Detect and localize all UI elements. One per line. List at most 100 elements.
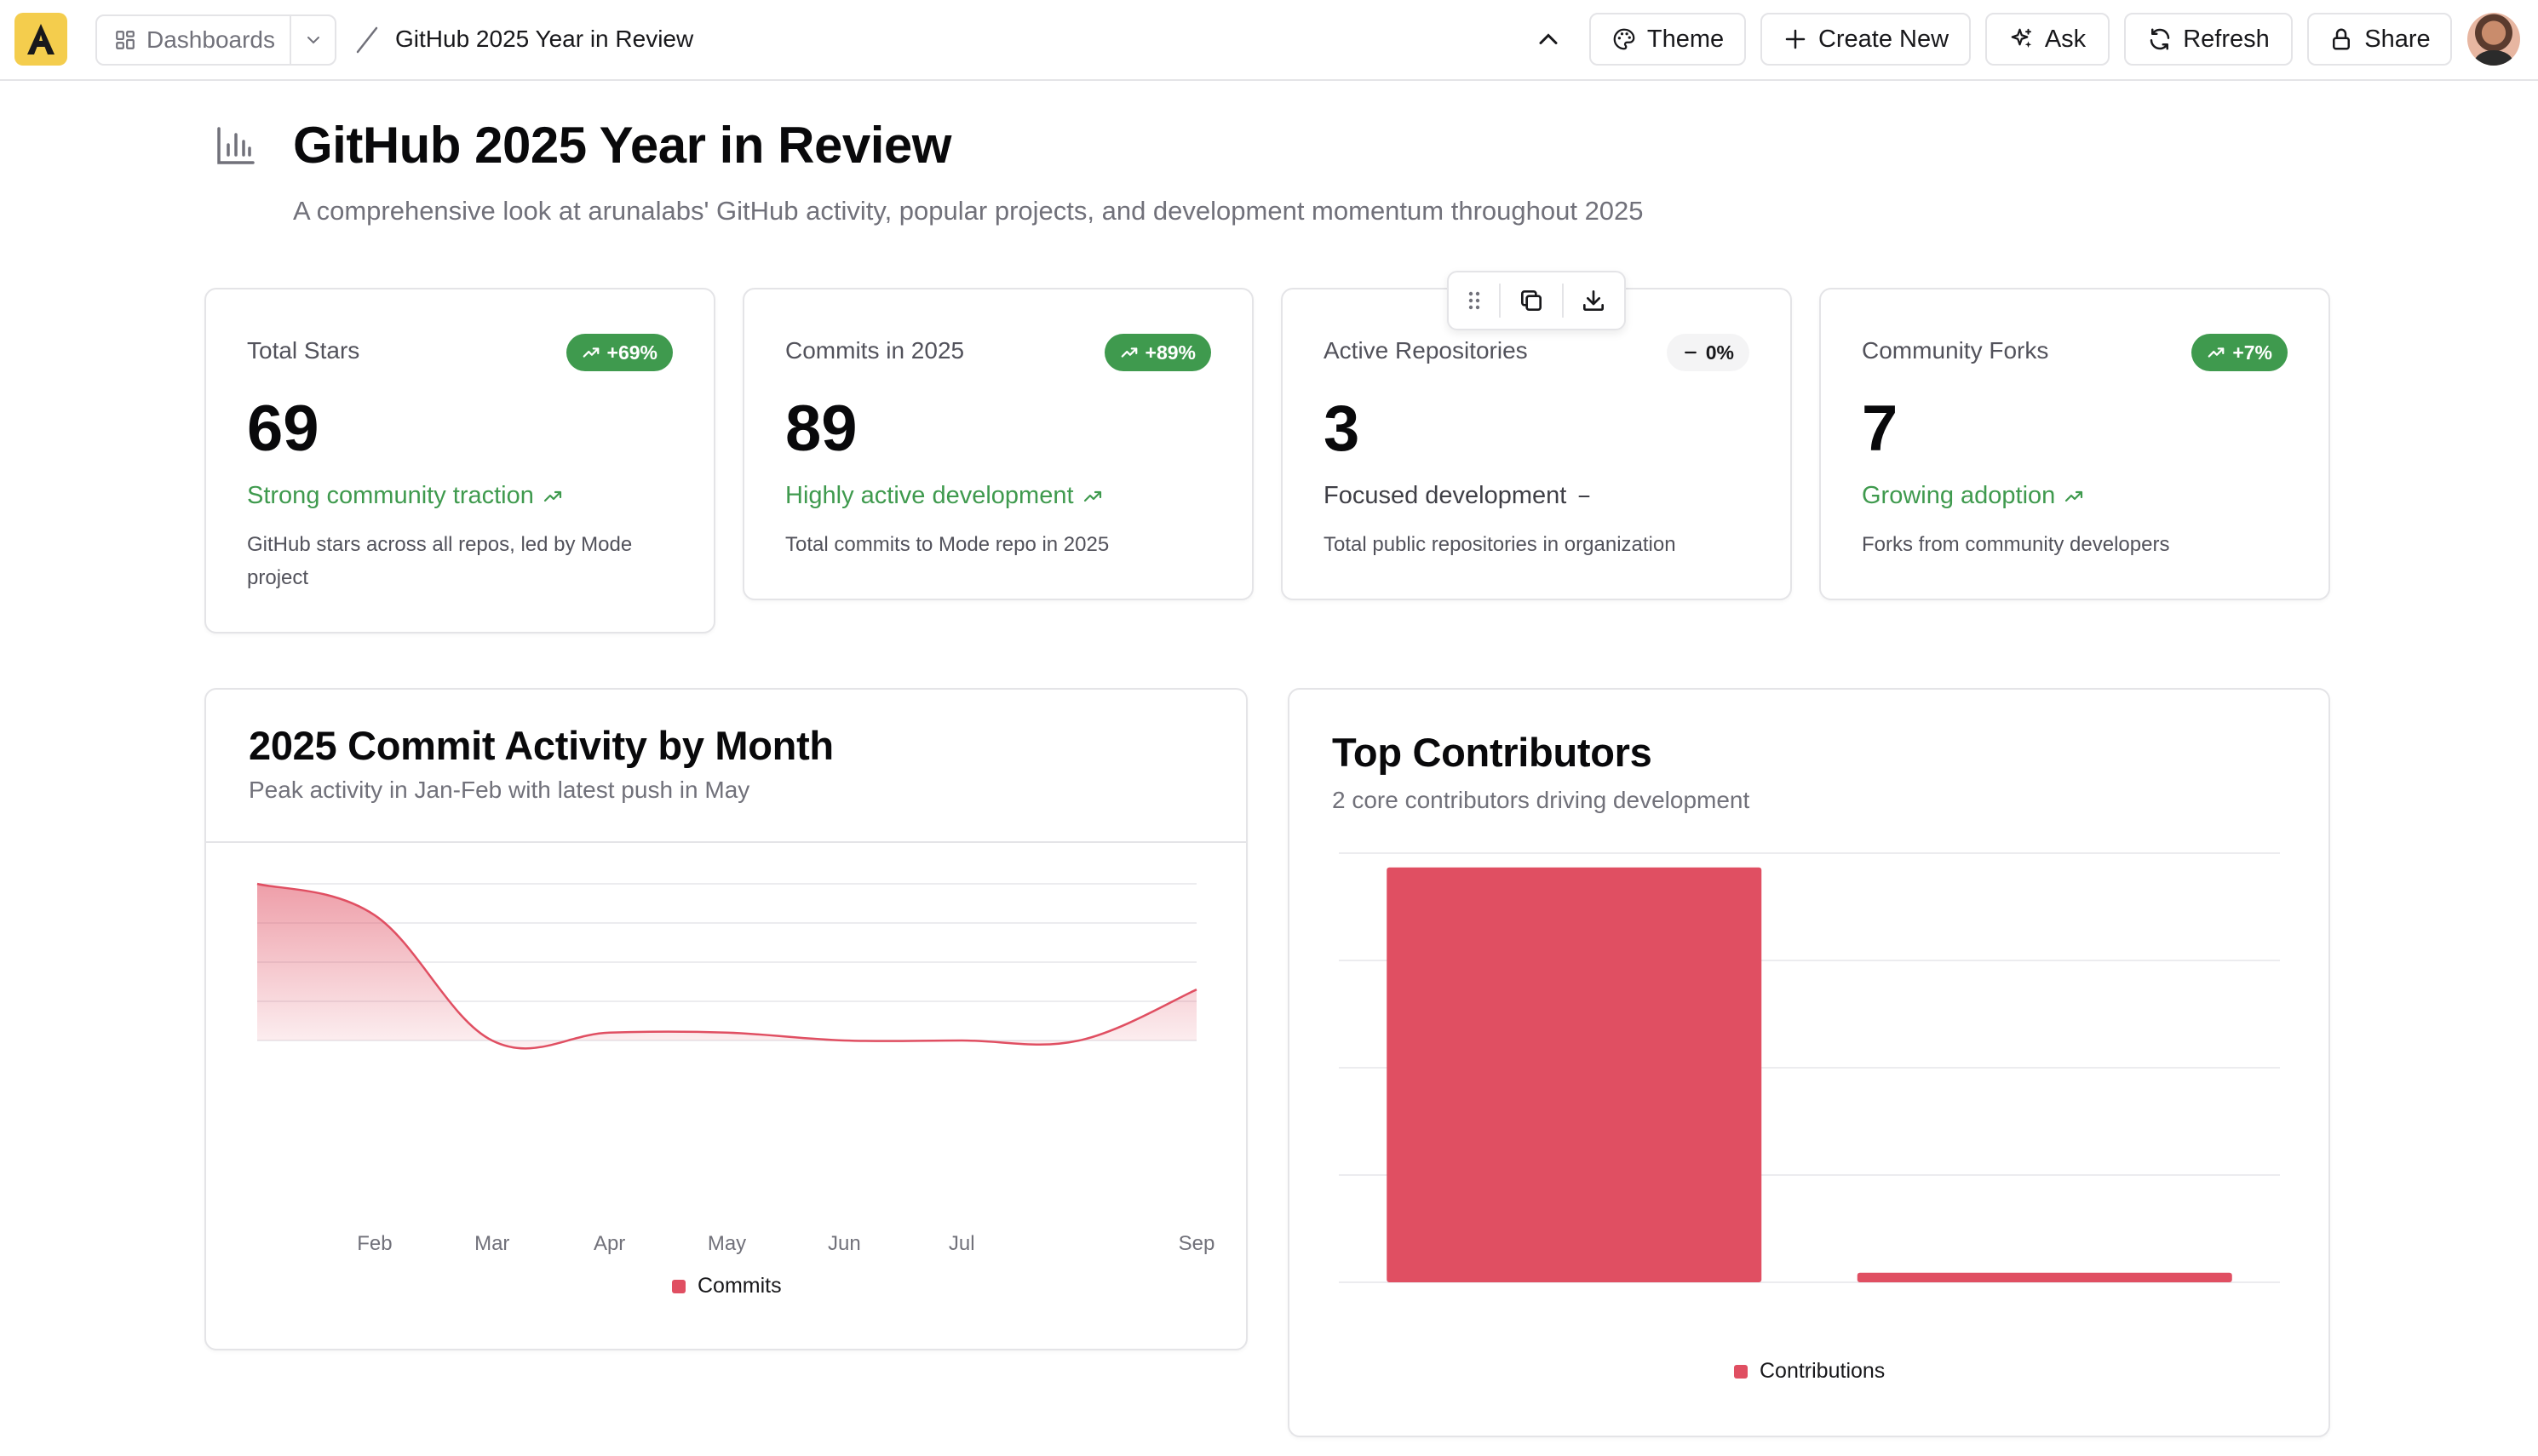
user-avatar[interactable] (2467, 13, 2520, 66)
trend-up-icon (583, 347, 599, 358)
commit-area-chart (256, 882, 1197, 1050)
lock-icon (2333, 28, 2351, 50)
legend-label: Commits (698, 1274, 782, 1298)
minus-icon (1684, 351, 1697, 354)
chart-subtitle: Peak activity in Jan-Feb with latest pus… (249, 777, 750, 803)
kpi-description: Forks from community developers (1862, 533, 2170, 556)
kpi-card-active-repos[interactable]: Active Repositories 0% 3 Focused develop… (1281, 288, 1792, 600)
commits-line (256, 882, 1197, 1050)
create-new-label: Create New (1817, 25, 1949, 53)
kpi-badge-text: +89% (1145, 341, 1196, 364)
x-tick-label: felix8 (1550, 1317, 1598, 1320)
x-tick-label: Feb (357, 1232, 393, 1255)
dashboards-button[interactable]: Dashboards (97, 16, 291, 64)
contributors-bar-chart: felix8 arunalab (1339, 852, 2280, 1320)
kpi-trend-text: Strong community traction (247, 482, 534, 509)
kpi-trend-text: Highly active development (785, 482, 1074, 509)
kpi-trend: Focused development (1324, 482, 1593, 510)
chevron-up-icon[interactable] (1533, 24, 1564, 54)
chart-legend: Commits (672, 1274, 782, 1298)
kpi-badge-text: 0% (1705, 341, 1734, 364)
dashboards-label: Dashboards (146, 26, 275, 53)
theme-button[interactable]: Theme (1589, 13, 1746, 66)
minus-icon (1578, 495, 1590, 497)
kpi-badge: +7% (2191, 334, 2288, 371)
kpi-label: Total Stars (247, 337, 360, 364)
kpi-trend: Growing adoption (1862, 482, 2084, 510)
kpi-trend: Strong community traction (247, 482, 563, 510)
breadcrumb-current: GitHub 2025 Year in Review (395, 26, 694, 52)
top-bar: Dashboards GitHub 2025 Year in Review Th… (0, 0, 2538, 81)
legend-swatch (1734, 1364, 1748, 1379)
commits-area-fill (257, 884, 1197, 1049)
trend-up-icon (2208, 347, 2225, 358)
chart-title: Top Contributors (1332, 730, 1652, 775)
kpi-badge: 0% (1666, 334, 1749, 371)
trend-up-icon (543, 490, 561, 502)
dashboard-grid-icon (116, 31, 135, 49)
theme-label: Theme (1646, 25, 1725, 53)
kpi-badge-text: +7% (2232, 341, 2272, 364)
legend-swatch (672, 1279, 686, 1293)
kpi-card-community-forks[interactable]: Community Forks +7% 7 Growing adoption F… (1819, 288, 2330, 600)
x-tick-label: Jul (948, 1232, 975, 1255)
grip-vertical-icon (1468, 291, 1479, 310)
x-tick-label: arunalab (2005, 1317, 2084, 1320)
bar-chart-icon (217, 127, 255, 164)
x-tick-label: May (707, 1232, 747, 1255)
palette-icon (1613, 28, 1635, 50)
x-tick-label: Mar (474, 1232, 510, 1255)
kpi-badge: +69% (566, 334, 673, 371)
share-label: Share (2364, 25, 2431, 53)
app-logo[interactable] (14, 13, 67, 66)
chart-legend: Contributions (1734, 1359, 1885, 1384)
kpi-value: 3 (1324, 393, 1360, 465)
card-divider (206, 841, 1246, 843)
kpi-badge: +89% (1104, 334, 1211, 371)
dashboards-select[interactable]: Dashboards (95, 14, 336, 66)
bar-arunalab[interactable] (1857, 1272, 2232, 1282)
kpi-label: Active Repositories (1324, 337, 1528, 364)
kpi-description: GitHub stars across all repos, led by Mo… (247, 533, 633, 589)
download-icon (1583, 290, 1605, 311)
trend-up-icon (1083, 490, 1101, 502)
kpi-label: Commits in 2025 (785, 337, 965, 364)
bar-felix8[interactable] (1387, 867, 1762, 1282)
chart-title: 2025 Commit Activity by Month (249, 723, 834, 768)
x-tick-label: Jun (828, 1232, 861, 1255)
download-button[interactable] (1561, 284, 1624, 318)
kpi-description: Total commits to Mode repo in 2025 (785, 533, 1110, 556)
chart-subtitle: 2 core contributors driving development (1332, 787, 1750, 813)
commit-activity-card: 2025 Commit Activity by Month Peak activ… (204, 688, 1248, 1350)
duplicate-button[interactable] (1499, 284, 1561, 318)
kpi-value: 7 (1862, 393, 1898, 465)
create-new-button[interactable]: Create New (1760, 13, 1971, 66)
dashboards-dropdown-toggle[interactable] (291, 30, 335, 50)
page-subtitle: A comprehensive look at arunalabs' GitHu… (293, 196, 1644, 226)
kpi-trend-text: Growing adoption (1862, 482, 2056, 509)
kpi-card-commits[interactable]: Commits in 2025 +89% 89 Highly active de… (743, 288, 1254, 600)
refresh-icon (2150, 28, 2170, 50)
plus-icon (1785, 29, 1806, 49)
breadcrumb-separator (356, 26, 378, 54)
drag-handle[interactable] (1449, 272, 1499, 329)
kpi-value: 69 (247, 393, 319, 465)
x-tick-label: Sep (1178, 1232, 1215, 1255)
kpi-badge-text: +69% (606, 341, 657, 364)
refresh-label: Refresh (2183, 25, 2270, 53)
top-contributors-card: Top Contributors 2 core contributors dri… (1288, 688, 2330, 1437)
legend-label: Contributions (1760, 1359, 1886, 1383)
share-button[interactable]: Share (2307, 13, 2452, 66)
copy-icon (1521, 290, 1542, 311)
page-title: GitHub 2025 Year in Review (293, 117, 951, 174)
trend-up-icon (1121, 347, 1137, 358)
refresh-button[interactable]: Refresh (2124, 13, 2293, 66)
kpi-label: Community Forks (1862, 337, 2049, 364)
card-floating-toolbar (1447, 271, 1626, 330)
logo-a-icon (27, 24, 55, 54)
kpi-value: 89 (785, 393, 858, 465)
ask-button[interactable]: Ask (1985, 13, 2110, 66)
trend-up-icon (2065, 490, 2083, 502)
kpi-card-total-stars[interactable]: Total Stars +69% 69 Strong community tra… (204, 288, 715, 633)
x-tick-label: Apr (593, 1232, 626, 1255)
